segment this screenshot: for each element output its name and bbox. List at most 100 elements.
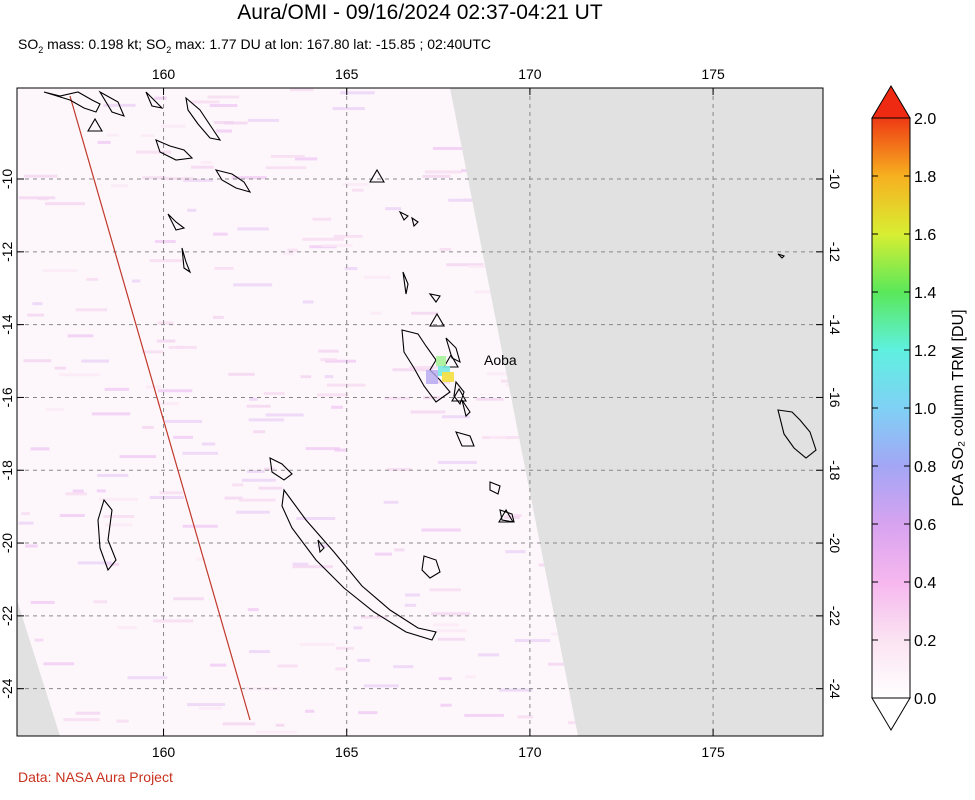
noise-streak	[357, 658, 371, 662]
noise-streak	[423, 396, 441, 400]
noise-streak	[335, 646, 354, 650]
noise-streak	[45, 202, 85, 206]
noise-streak	[142, 176, 166, 180]
noise-streak	[248, 650, 270, 654]
noise-streak	[27, 313, 45, 317]
noise-streak	[91, 412, 131, 416]
colorbar-tick-label: 2.0	[914, 111, 936, 128]
noise-streak	[333, 234, 363, 238]
noise-streak	[441, 415, 470, 419]
noise-streak	[258, 486, 283, 490]
noise-streak	[231, 176, 267, 180]
noise-streak	[107, 133, 119, 137]
volcano-triangle-icon	[87, 117, 103, 132]
noise-streak	[59, 373, 101, 377]
noise-streak	[135, 150, 172, 154]
noise-streak	[46, 408, 64, 412]
noise-streak	[263, 392, 285, 396]
lat-tick-label-left: -22	[0, 606, 15, 626]
noise-streak	[370, 311, 382, 315]
noise-streak	[318, 349, 339, 353]
noise-streak	[392, 368, 434, 372]
noise-streak	[209, 104, 238, 108]
noise-streak	[353, 626, 363, 630]
noise-streak	[224, 496, 243, 500]
noise-streak	[182, 451, 218, 455]
noise-streak	[110, 184, 129, 188]
colorbar-tick-label: 0.2	[914, 633, 936, 650]
noise-streak	[363, 684, 399, 688]
noise-streak	[93, 600, 108, 604]
noise-streak	[433, 623, 460, 627]
lon-tick-label-top: 165	[335, 66, 359, 82]
noise-streak	[360, 615, 388, 619]
noise-streak	[198, 706, 222, 710]
noise-streak	[236, 510, 270, 514]
noise-streak	[424, 170, 462, 174]
noise-streak	[474, 290, 499, 294]
so2-plume	[426, 356, 454, 384]
subtitle-part: SO	[18, 36, 39, 52]
noise-streak	[104, 387, 130, 391]
lat-tick-label-right: -16	[827, 387, 843, 407]
colorbar-bottom-arrow-icon	[871, 697, 911, 731]
noise-streak	[300, 375, 312, 379]
noise-streak	[476, 397, 504, 401]
lat-tick-label-right: -22	[827, 606, 843, 626]
noise-streak	[410, 410, 446, 414]
noise-streak	[18, 196, 56, 200]
noise-streak	[97, 473, 129, 477]
noise-streak	[156, 339, 176, 343]
noise-streak	[59, 514, 85, 518]
noise-streak	[77, 561, 113, 565]
lat-tick-label-left: -16	[0, 387, 15, 407]
noise-streak	[65, 492, 88, 496]
noise-streak	[287, 248, 298, 252]
subtitle-part: mass: 0.198 kt; SO	[43, 36, 167, 52]
colorbar-tick-label: 0.4	[914, 575, 936, 592]
plume-pixel	[426, 370, 438, 384]
volcano-markers	[87, 117, 514, 523]
noise-streak	[75, 711, 101, 715]
noise-streak	[439, 248, 452, 251]
noise-streak	[173, 597, 204, 601]
map-title: Aura/OMI - 09/16/2024 02:37-04:21 UT	[237, 1, 603, 24]
noise-streak	[238, 498, 276, 502]
lon-tick-label-bottom: 160	[152, 744, 176, 760]
noise-streak	[383, 500, 399, 504]
noise-streak	[213, 232, 228, 236]
noise-streak	[438, 677, 452, 681]
noise-streak	[247, 608, 259, 612]
noise-streak	[363, 275, 391, 279]
noise-streak	[237, 227, 269, 231]
colorbar-ticks: 0.0 0.2 0.4 0.6 0.8 1.0 1.2 1.4 1.6 1.8 2.0	[872, 111, 936, 708]
noise-streak	[103, 514, 135, 518]
noise-streak	[43, 662, 75, 666]
lon-tick-label-bottom: 175	[701, 744, 725, 760]
noise-streak	[275, 723, 285, 727]
noise-streak	[149, 259, 183, 263]
noise-streak	[332, 107, 365, 111]
noise-streak	[438, 460, 477, 464]
noise-streak	[98, 497, 138, 501]
noise-streak	[277, 664, 298, 668]
noise-streak	[105, 523, 133, 527]
data-credit: Data: NASA Aura Project	[18, 769, 173, 785]
noise-streak	[142, 350, 164, 354]
lat-tick-label-right: -24	[827, 679, 843, 699]
noise-streak	[187, 208, 197, 212]
noise-streak	[190, 165, 214, 169]
noise-streak	[23, 359, 52, 363]
map-frame	[16, 87, 824, 737]
no-data-swath-east	[450, 88, 823, 736]
lat-tick-label-right: -18	[827, 460, 843, 480]
noise-streak	[216, 129, 233, 133]
lat-tick-label-right: -10	[827, 169, 843, 189]
noise-streak	[282, 252, 294, 256]
noise-streak	[75, 308, 108, 312]
noise-streak	[119, 455, 157, 459]
noise-streak	[168, 345, 197, 349]
noise-streak	[325, 359, 357, 363]
noise-streak	[296, 516, 336, 520]
colorbar-tick-label: 0.0	[914, 691, 936, 708]
